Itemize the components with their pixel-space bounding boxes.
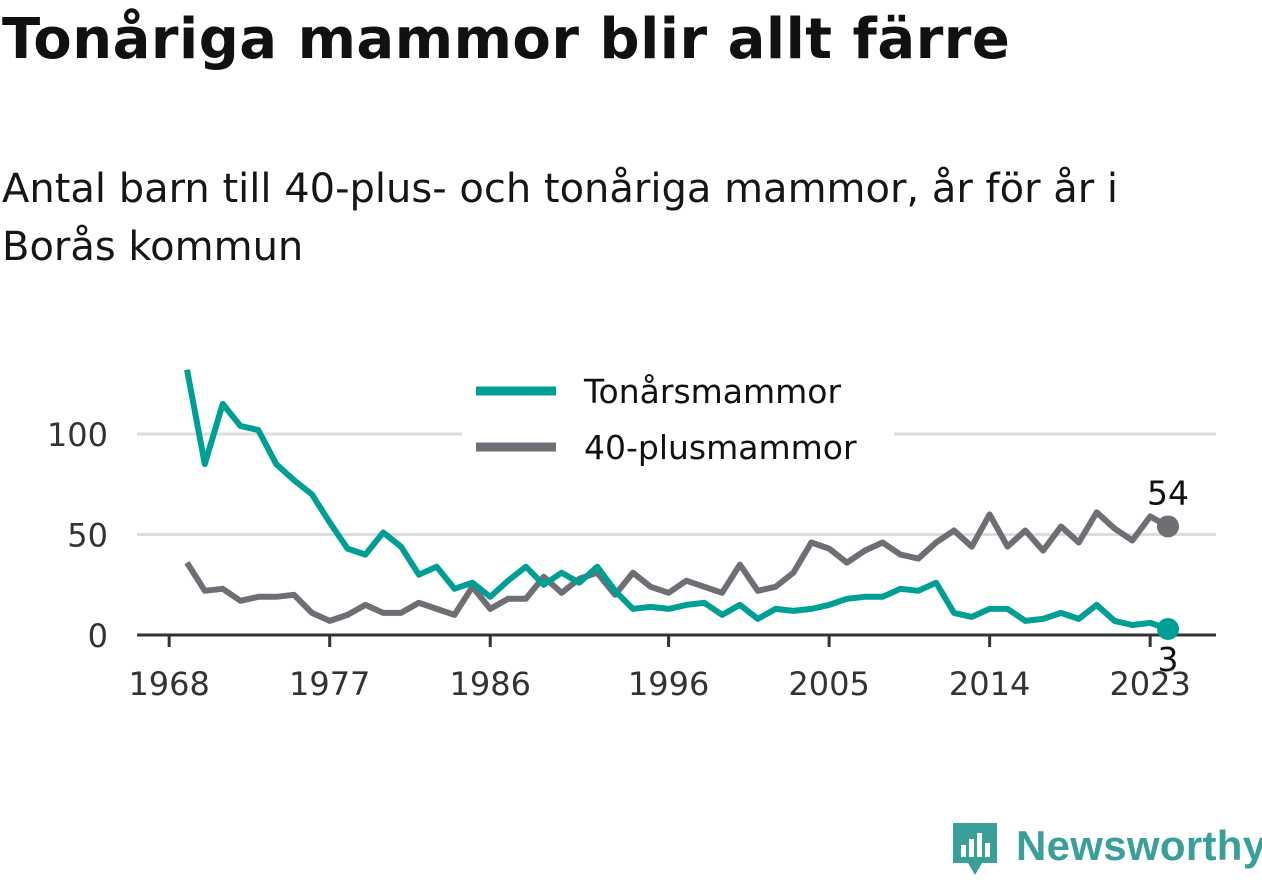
series-line-40-plusmammor	[184, 509, 1170, 624]
legend-label: Tonårsmammor	[583, 372, 841, 411]
newsworthy-logo-icon	[953, 823, 997, 875]
endpoint-marker	[1157, 515, 1179, 538]
x-tick-label: 2014	[949, 665, 1030, 703]
x-tick-label: 1968	[128, 665, 209, 703]
chart-subtitle: Antal barn till 40-plus- och tonåriga ma…	[2, 166, 1119, 270]
endpoint-value-label: 3	[1158, 640, 1179, 679]
y-tick-label: 100	[47, 416, 108, 454]
brand-logo: Newsworthy	[950, 818, 1262, 880]
series-line-tonarsmammor	[184, 369, 1169, 632]
x-tick-label: 2023	[1109, 665, 1190, 703]
x-tick-label: 2005	[788, 665, 869, 703]
x-tick-label: 1996	[628, 665, 709, 703]
endpoint-value-label: 54	[1147, 473, 1189, 512]
chart-title: Tonåriga mammor blir allt färre	[2, 7, 1011, 72]
brand-name: Newsworthy	[1016, 822, 1262, 869]
y-tick-label: 0	[88, 617, 108, 655]
x-tick-label: 1977	[289, 665, 370, 703]
legend-background	[462, 362, 894, 476]
legend-label: 40-plusmammor	[584, 428, 857, 467]
y-tick-label: 50	[67, 517, 108, 555]
x-tick-label: 1986	[449, 665, 530, 703]
endpoint-marker	[1157, 617, 1179, 640]
